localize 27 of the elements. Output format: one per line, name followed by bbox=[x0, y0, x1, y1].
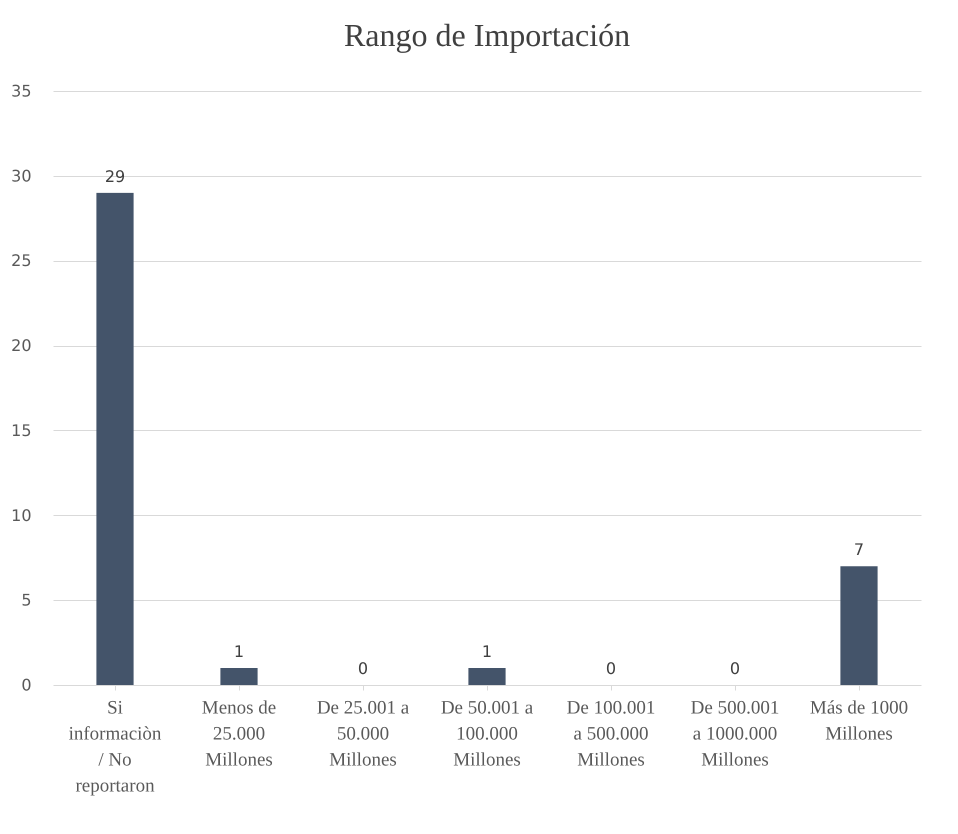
x-tick-label: De 500.001 a 1000.000 Millones bbox=[690, 698, 780, 770]
y-tick-label: 10 bbox=[11, 506, 32, 525]
y-tick-label: 25 bbox=[11, 251, 32, 270]
y-tick-label: 15 bbox=[11, 420, 32, 440]
x-tick-label: De 100.001 a 500.000 Millones bbox=[566, 698, 656, 770]
y-tick-label: 0 bbox=[21, 676, 32, 694]
data-label: 0 bbox=[730, 659, 740, 678]
data-label: 29 bbox=[104, 166, 126, 186]
x-tick-label: De 50.001 a 100.000 Millones bbox=[440, 698, 534, 770]
x-tick-label: Más de 1000 Millones bbox=[810, 698, 908, 744]
bar bbox=[840, 566, 878, 685]
data-label: 1 bbox=[482, 642, 492, 662]
y-tick-label: 20 bbox=[11, 336, 32, 356]
data-label: 7 bbox=[854, 540, 864, 560]
x-tick-label: De 25.001 a 50.000 Millones bbox=[316, 698, 410, 770]
bar bbox=[220, 668, 258, 685]
data-label: 0 bbox=[358, 659, 368, 678]
bar bbox=[96, 192, 134, 685]
bar bbox=[468, 668, 506, 685]
y-tick-label: 5 bbox=[21, 590, 32, 610]
y-tick-label: 30 bbox=[11, 166, 32, 186]
y-tick-label: 35 bbox=[11, 82, 32, 100]
data-label: 0 bbox=[606, 659, 616, 678]
x-tick-label: Si informaciòn / No reportaron bbox=[68, 698, 162, 796]
data-label: 1 bbox=[234, 642, 244, 662]
chart-title: Rango de Importación bbox=[344, 17, 630, 53]
x-tick-label: Menos de 25.000 Millones bbox=[202, 698, 276, 770]
